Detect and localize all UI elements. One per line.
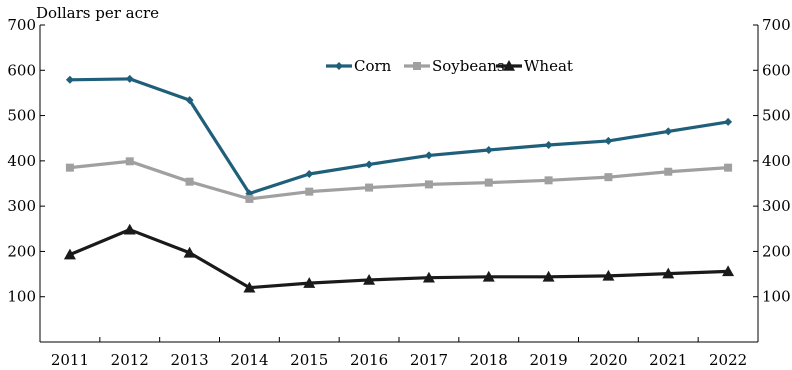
y-axis-label: Dollars per acre — [36, 4, 159, 22]
data-point — [63, 248, 76, 260]
x-tick-label: 2016 — [350, 351, 388, 369]
data-point — [363, 273, 376, 285]
x-tick-label: 2011 — [51, 351, 89, 369]
legend-item: Wheat — [496, 57, 573, 75]
data-point — [65, 75, 74, 84]
y-tick-label-left: 100 — [7, 288, 36, 306]
data-point — [365, 183, 374, 192]
data-point — [65, 163, 74, 172]
x-tick-label: 2014 — [230, 351, 268, 369]
data-point — [604, 136, 613, 145]
y-tick-label-right: 200 — [762, 242, 791, 260]
data-point — [424, 180, 433, 189]
data-point — [544, 176, 553, 185]
y-tick-label-right: 100 — [762, 288, 791, 306]
y-tick-label-left: 300 — [7, 197, 36, 215]
x-tick-label: 2020 — [589, 351, 627, 369]
data-point — [484, 178, 493, 187]
y-tick-label-right: 600 — [762, 61, 791, 79]
data-point — [183, 246, 196, 258]
data-point — [303, 277, 316, 288]
series-line — [69, 228, 729, 290]
series-line — [69, 77, 729, 196]
y-tick-label-right: 300 — [762, 197, 791, 215]
legend-item: Soybeans — [404, 57, 505, 75]
series-soybeans — [65, 157, 733, 203]
data-point — [243, 281, 256, 293]
y-tick-label-left: 400 — [7, 152, 36, 170]
data-point — [662, 267, 675, 279]
data-point — [482, 270, 495, 282]
y-tick-label-right: 400 — [762, 152, 791, 170]
data-point — [185, 177, 194, 186]
data-point — [245, 194, 254, 203]
y-tick-label-left: 500 — [7, 107, 36, 125]
data-point — [602, 269, 615, 281]
x-tick-label: 2022 — [709, 351, 747, 369]
x-tick-label: 2021 — [649, 351, 687, 369]
data-point — [724, 117, 733, 126]
x-tick-label: 2019 — [529, 351, 567, 369]
y-tick-label-right: 500 — [762, 107, 791, 125]
data-point — [604, 173, 613, 182]
series-line — [69, 159, 729, 201]
y-tick-label-right: 700 — [762, 16, 791, 34]
data-point — [125, 157, 134, 166]
legend-label: Wheat — [524, 57, 573, 75]
data-point — [422, 271, 435, 283]
data-point — [305, 169, 314, 178]
x-tick-label: 2018 — [470, 351, 508, 369]
data-point — [664, 167, 673, 176]
y-tick-label-left: 200 — [7, 242, 36, 260]
legend-label: Soybeans — [432, 57, 505, 75]
legend-marker — [335, 62, 343, 70]
y-tick-label-left: 600 — [7, 61, 36, 79]
data-point — [123, 223, 136, 235]
data-point — [542, 270, 555, 282]
series-corn — [65, 74, 733, 198]
y-tick-label-left: 700 — [7, 16, 36, 34]
series-layer — [63, 74, 735, 293]
data-point — [424, 151, 433, 160]
data-point — [664, 127, 673, 136]
legend-marker — [413, 62, 421, 70]
data-point — [185, 96, 194, 105]
series-wheat — [63, 223, 735, 293]
data-point — [484, 145, 493, 154]
x-tick-label: 2013 — [170, 351, 208, 369]
x-tick-label: 2012 — [111, 351, 149, 369]
data-point — [125, 74, 134, 83]
x-tick-label: 2017 — [410, 351, 448, 369]
data-point — [722, 265, 735, 277]
legend-label: Corn — [354, 57, 392, 75]
legend-marker — [503, 60, 515, 71]
data-point — [305, 187, 314, 196]
data-point — [724, 163, 733, 172]
data-point — [365, 160, 374, 169]
legend: Corn Soybeans Wheat — [326, 57, 573, 75]
axes: 100 100 200 200 300 300 400 400 500 500 600 600 700 7… — [7, 16, 790, 369]
data-point — [544, 141, 553, 150]
legend-item: Corn — [326, 57, 392, 75]
x-tick-label: 2015 — [290, 351, 328, 369]
